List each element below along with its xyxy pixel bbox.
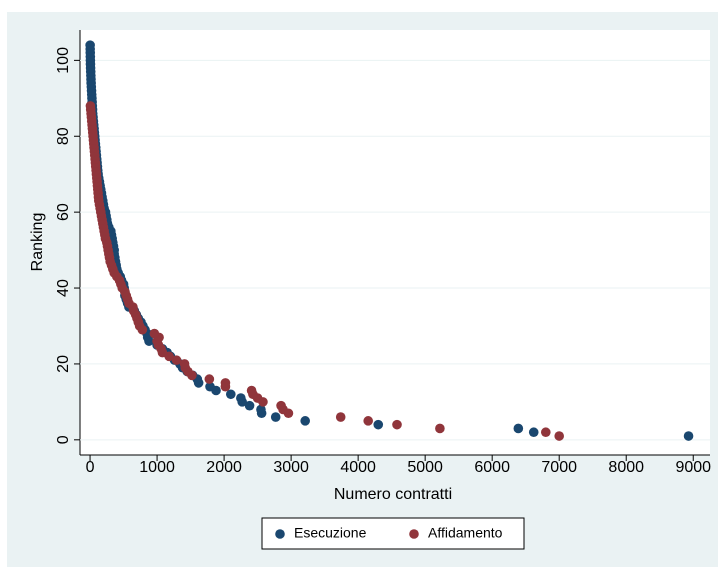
x-tick-label: 7000 [541, 459, 577, 476]
x-tick-label: 2000 [206, 459, 242, 476]
scatter-point [220, 378, 231, 388]
scatter-point [256, 404, 266, 415]
scatter-point [171, 355, 182, 365]
scatter-point [85, 101, 96, 111]
scatter-point [554, 431, 565, 441]
legend [261, 517, 525, 550]
scatter-point [85, 40, 95, 50]
x-tick-label: 0 [86, 459, 95, 476]
legend-marker [409, 529, 419, 539]
scatter-point [236, 393, 246, 403]
legend-label: Esecuzione [294, 525, 367, 541]
x-tick-label: 4000 [340, 459, 376, 476]
x-tick-label: 9000 [675, 459, 711, 476]
y-tick-label: 20 [55, 355, 72, 373]
scatter-point [270, 412, 281, 422]
mark-layer [85, 40, 694, 441]
scatter-point [276, 400, 286, 411]
scatter-point [363, 416, 373, 426]
x-tick-label: 1000 [139, 459, 175, 476]
scatter-point [246, 385, 257, 396]
scatter-point [149, 328, 160, 339]
plot-area [80, 30, 710, 455]
x-tick-label: 5000 [407, 459, 443, 476]
scatter-point [513, 423, 524, 434]
scatter-point [540, 427, 551, 438]
x-tick-label: 6000 [474, 459, 510, 476]
y-tick-label: 80 [55, 127, 72, 145]
y-tick-label: 0 [55, 435, 72, 444]
scatter-point [683, 431, 694, 441]
legend-marker [275, 529, 285, 539]
scatter-point [528, 427, 539, 438]
scatter-point [225, 389, 236, 400]
scatter-point [335, 412, 346, 422]
y-tick-label: 40 [55, 279, 72, 297]
x-tick-label: 8000 [608, 459, 644, 476]
y-tick-label: 100 [55, 47, 72, 74]
y-tick-label: 60 [55, 203, 72, 221]
scatter-point [435, 423, 445, 434]
y-axis-title: Ranking [29, 213, 46, 272]
scatter-point [179, 359, 190, 369]
scatter-point [244, 400, 255, 411]
x-tick-label: 3000 [273, 459, 309, 476]
scatter-point [300, 416, 310, 426]
legend-label: Affidamento [428, 525, 503, 541]
scatter-point [205, 381, 215, 392]
scatter-point [392, 419, 402, 430]
x-axis-title: Numero contratti [334, 486, 452, 503]
scatter-point [204, 374, 215, 384]
scatter-point [373, 419, 384, 430]
